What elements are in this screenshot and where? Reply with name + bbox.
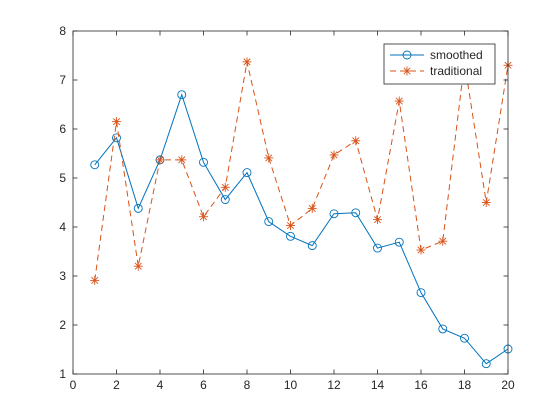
data-point-smoothed [416, 288, 426, 298]
y-tick-label: 4 [59, 220, 66, 234]
data-point-traditional [264, 153, 274, 163]
data-point-traditional [286, 221, 295, 231]
data-point-traditional [373, 215, 382, 225]
data-point-traditional-stroke [178, 156, 186, 164]
data-point-smoothed [199, 157, 208, 167]
data-point-traditional-stroke [134, 262, 142, 270]
data-point-traditional-stroke [417, 246, 425, 254]
data-point-traditional-stroke [243, 58, 251, 66]
y-tick-label: 6 [59, 122, 66, 136]
legend-marker-smoothed [402, 50, 412, 60]
data-point-smoothed [177, 90, 187, 100]
data-point-smoothed [90, 160, 100, 170]
data-point-smoothed [220, 195, 230, 205]
data-point-smoothed [373, 243, 382, 253]
legend-marker-traditional-stroke [403, 67, 411, 75]
data-point-traditional-stroke [156, 156, 164, 164]
data-point-traditional [394, 96, 404, 106]
x-tick-label: 20 [501, 378, 515, 392]
data-point-smoothed [242, 168, 252, 178]
legend-entry-traditional: traditional [390, 64, 482, 78]
legend-label-traditional: traditional [430, 64, 482, 78]
data-point-traditional-stroke [330, 151, 338, 159]
y-tick-label: 3 [59, 269, 66, 283]
data-point-traditional-stroke [91, 276, 99, 284]
x-tick-label: 0 [70, 378, 77, 392]
legend-marker-traditional [402, 66, 412, 76]
x-tick-label: 4 [157, 378, 164, 392]
data-point-traditional-stroke [373, 216, 382, 224]
legend-box [383, 43, 496, 85]
data-point-smoothed [351, 208, 361, 218]
data-point-smoothed [438, 324, 448, 334]
data-point-traditional-stroke [112, 118, 121, 126]
data-point-traditional-stroke [439, 237, 447, 245]
data-point-smoothed [481, 359, 491, 369]
data-point-traditional-stroke [352, 137, 360, 145]
data-point-traditional [351, 136, 361, 146]
data-point-traditional [329, 150, 339, 160]
series-layer [90, 57, 513, 369]
data-point-traditional [133, 261, 143, 271]
data-point-smoothed [329, 209, 339, 219]
data-point-smoothed [307, 241, 317, 251]
x-tick-label: 18 [458, 378, 472, 392]
y-tick-label: 8 [59, 24, 66, 38]
data-point-traditional [481, 198, 491, 207]
legend: smoothed traditional [383, 43, 496, 85]
data-point-smoothed [133, 203, 143, 213]
data-point-traditional-stroke [221, 183, 229, 191]
legend-label-smoothed: smoothed [430, 48, 483, 62]
data-point-traditional [177, 155, 187, 165]
x-tick-label: 2 [113, 378, 120, 392]
data-point-traditional-stroke [395, 97, 403, 105]
data-point-traditional-stroke [482, 198, 490, 207]
data-point-smoothed [394, 237, 404, 247]
data-point-traditional-stroke [265, 154, 273, 162]
data-point-traditional [112, 117, 121, 127]
data-point-smoothed [264, 217, 274, 227]
x-tick-label: 10 [284, 378, 298, 392]
data-point-smoothed [286, 231, 295, 241]
x-tick-label: 16 [414, 378, 428, 392]
x-tick-label: 6 [200, 378, 207, 392]
data-point-smoothed [460, 333, 469, 343]
data-point-traditional-stroke [199, 213, 208, 221]
data-point-traditional [90, 275, 100, 285]
y-tick-label: 2 [59, 318, 66, 332]
data-point-traditional [416, 245, 426, 255]
y-tick-label: 7 [59, 73, 66, 87]
x-tick-label: 8 [244, 378, 251, 392]
data-point-traditional [220, 182, 230, 192]
data-point-smoothed [112, 133, 121, 143]
y-tick-label: 1 [59, 367, 66, 381]
x-tick-label: 12 [327, 378, 341, 392]
series-line-smoothed [94, 93, 509, 365]
data-point-traditional [438, 236, 448, 246]
data-point-traditional-stroke [286, 221, 295, 230]
data-point-traditional [199, 212, 208, 222]
data-point-traditional-stroke [308, 204, 316, 212]
data-point-traditional [307, 203, 317, 213]
data-point-traditional [242, 57, 252, 67]
series-line-traditional [94, 61, 509, 281]
data-point-traditional [155, 155, 165, 165]
x-tick-label: 14 [371, 378, 385, 392]
legend-entry-smoothed: smoothed [390, 48, 483, 62]
y-tick-label: 5 [59, 171, 66, 185]
